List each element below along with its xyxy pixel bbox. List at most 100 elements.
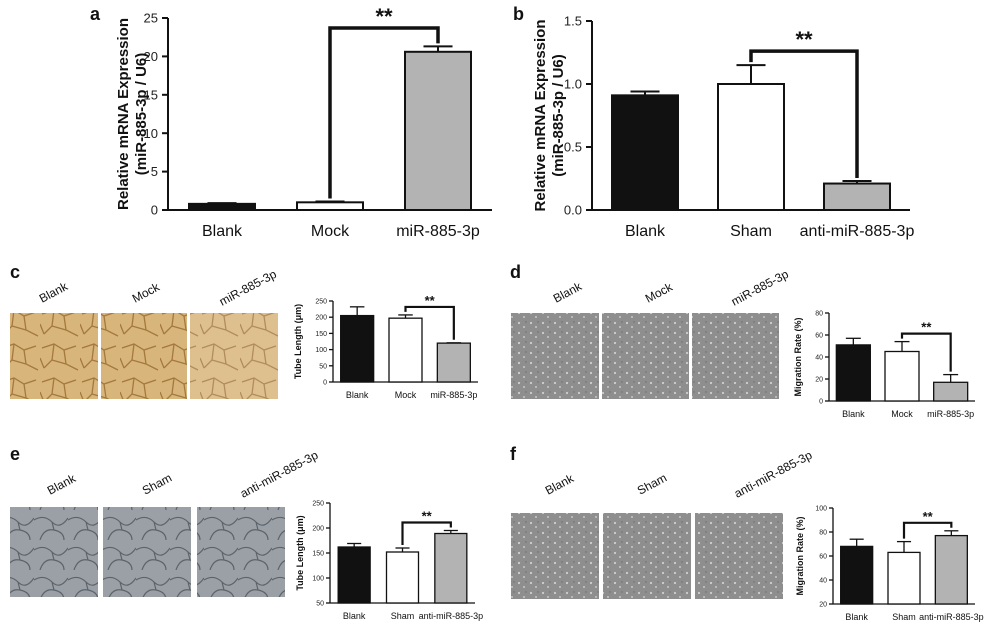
category-label-e-2: anti-miR-885-3p (419, 611, 484, 621)
y-tick-label-f: 60 (819, 553, 827, 560)
panel-label-c: c (10, 262, 20, 282)
bar-f-0 (840, 545, 874, 605)
panel-label-e: e (10, 444, 20, 464)
photos-e (10, 507, 285, 597)
chart-d: 0 20 40 60 80 Migration Rate (%) Blank Mock miR-… (793, 310, 975, 419)
bar-c-2 (436, 342, 471, 383)
bar-e-1 (385, 551, 420, 604)
y-tick-label-b: 0.5 (564, 140, 582, 155)
photo-title-f-2: Sham (635, 471, 669, 498)
y-tick-label-d: 60 (815, 332, 823, 339)
category-label-f-1: Sham (892, 612, 916, 622)
micrograph-d-mock (602, 313, 689, 399)
micrograph-d-blank (511, 313, 599, 399)
photo-title-c-1: Blank (37, 279, 71, 306)
y-tick-label-a: 20 (144, 49, 158, 64)
photo-title-d-2: Mock (643, 279, 676, 305)
photos-f (511, 513, 783, 599)
category-label-c-0: Blank (346, 390, 369, 400)
category-label-b-0: Blank (625, 223, 666, 240)
micrograph-f-blank (511, 513, 599, 599)
photo-title-e-2: Sham (140, 471, 174, 498)
y-tick-label-a: 25 (144, 11, 158, 26)
y-tick-label-c: 100 (315, 347, 327, 354)
chart-c: 0 50 100 150 200 250 Tube Length (μm) Blank Mock… (293, 293, 478, 400)
significance-label-a: ** (375, 4, 393, 29)
y-tick-label-a: 0 (151, 203, 158, 218)
category-label-a-0: Blank (202, 223, 243, 240)
micrograph-e-anti (197, 507, 285, 597)
photo-title-c-2: Mock (130, 279, 163, 305)
micrograph-c-mir (190, 313, 278, 399)
y-tick-label-f: 20 (819, 601, 827, 608)
significance-bracket-c (404, 305, 455, 340)
y-tick-label-e: 200 (312, 525, 324, 532)
y-tick-label-c: 200 (315, 315, 327, 322)
y-axis-label-a: (miR-885-3p / U6) (133, 53, 150, 176)
significance-label-f: ** (923, 509, 934, 524)
chart-b: 0.0 0.5 1.0 1.5 Relative mRNA Expression (miR… (532, 14, 914, 240)
photo-title-e-1: Blank (45, 471, 79, 498)
significance-bracket-a (328, 26, 440, 199)
y-axis-label-d: Migration Rate (%) (793, 317, 803, 396)
y-tick-label-e: 150 (312, 550, 324, 557)
y-tick-label-a: 5 (151, 164, 158, 179)
category-label-e-0: Blank (343, 611, 366, 621)
y-tick-label-f: 40 (819, 577, 827, 584)
bar-a-1 (296, 201, 364, 212)
y-tick-label-b: 0.0 (564, 203, 582, 218)
y-axis-label-c: Tube Length (μm) (293, 304, 303, 379)
y-tick-label-b: 1.5 (564, 14, 582, 29)
significance-bracket-f (902, 521, 953, 539)
photos-d (511, 313, 779, 399)
y-tick-label-f: 80 (819, 529, 827, 536)
bar-d-0 (835, 344, 871, 402)
bar-c-0 (340, 314, 375, 383)
category-label-a-1: Mock (311, 223, 350, 240)
category-label-d-0: Blank (842, 409, 865, 419)
photos-c (10, 313, 278, 399)
photo-title-e-3: anti-miR-885-3p (238, 448, 321, 501)
photo-title-f-3: anti-miR-885-3p (732, 448, 815, 501)
category-label-c-2: miR-885-3p (430, 390, 477, 400)
photo-title-f-1: Blank (543, 471, 577, 498)
category-label-f-2: anti-miR-885-3p (919, 612, 984, 622)
micrograph-c-mock (101, 313, 187, 399)
y-tick-label-c: 250 (315, 298, 327, 305)
bar-b-2 (823, 182, 891, 211)
y-tick-label-e: 100 (312, 575, 324, 582)
bar-b-0 (611, 94, 679, 211)
significance-label-b: ** (795, 27, 813, 52)
panel-label-b: b (513, 4, 524, 24)
y-tick-label-a: 10 (144, 126, 158, 141)
bar-c-1 (388, 317, 423, 383)
bar-d-1 (884, 350, 920, 402)
y-tick-label-c: 0 (323, 379, 327, 386)
y-tick-label-e: 50 (316, 600, 324, 607)
bar-a-0 (188, 202, 256, 212)
chart-e: 50 100 150 200 250 Tube Length (μm) Blank Sham a… (295, 500, 483, 621)
photo-title-d-1: Blank (551, 279, 585, 306)
significance-label-d: ** (921, 320, 932, 335)
y-tick-label-c: 50 (319, 363, 327, 370)
micrograph-d-mir (692, 313, 779, 399)
bar-f-1 (887, 551, 921, 605)
photo-title-c-3: miR-885-3p (217, 267, 279, 309)
significance-label-e: ** (422, 509, 433, 524)
y-tick-label-d: 40 (815, 354, 823, 361)
y-tick-label-d: 80 (815, 310, 823, 317)
bar-d-2 (933, 381, 969, 402)
bar-a-2 (404, 50, 472, 211)
significance-bracket-b (749, 49, 859, 179)
chart-f: 20 40 60 80 100 Migration Rate (%) Blank Sham an… (795, 505, 984, 622)
y-axis-label-f: Migration Rate (%) (795, 516, 805, 595)
significance-bracket-d (900, 332, 952, 372)
category-label-f-0: Blank (845, 612, 868, 622)
micrograph-e-blank (10, 507, 98, 597)
bar-b-1 (717, 83, 785, 211)
y-tick-label-d: 20 (815, 376, 823, 383)
y-axis-label-a: Relative mRNA Expression (115, 18, 132, 210)
panel-label-d: d (510, 262, 521, 282)
micrograph-f-anti (695, 513, 783, 599)
